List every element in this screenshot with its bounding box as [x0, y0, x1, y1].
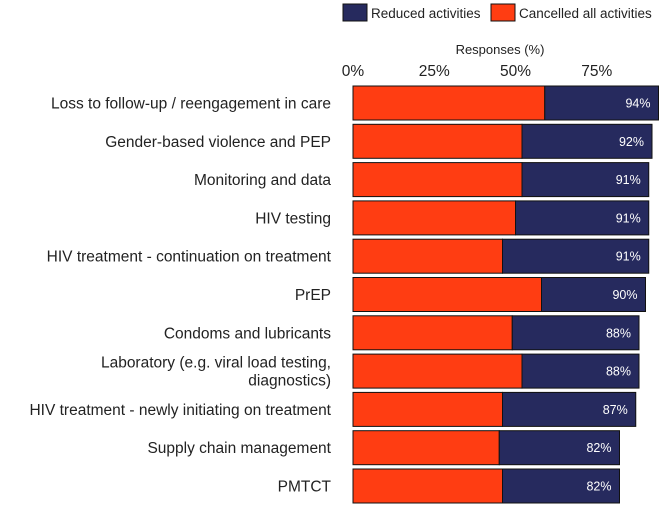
category-label: Gender-based violence and PEP	[105, 134, 331, 151]
category-labels: Loss to follow-up / reengagement in care…	[29, 96, 331, 496]
bar-segment	[502, 468, 620, 504]
bar-segment	[515, 200, 650, 236]
total-label: 94%	[625, 97, 650, 111]
total-label: 82%	[586, 480, 611, 494]
bar-segment	[502, 238, 650, 274]
x-tick-label: 25%	[419, 63, 450, 80]
total-labels: 94% 92% 91% 91% 91% 90% 88% 88% 87% 82% 82%	[586, 97, 650, 494]
bar-segment	[352, 277, 542, 312]
legend-swatch	[490, 3, 516, 22]
category-label: HIV treatment - newly initiating on trea…	[29, 402, 331, 419]
bar-segment	[352, 468, 503, 504]
legend-label: Cancelled all activities	[519, 6, 652, 21]
category-label: Condoms and lubricants	[164, 325, 331, 342]
bar-segment	[352, 162, 523, 198]
bar-segment	[541, 277, 646, 312]
bar-segment	[521, 123, 653, 159]
total-label: 90%	[612, 288, 637, 302]
x-axis-ticks: 0% 25% 50% 75%	[342, 63, 613, 80]
total-label: 82%	[586, 441, 611, 455]
total-label: 91%	[616, 173, 641, 187]
bar-segment	[352, 85, 546, 121]
category-label: Supply chain management	[147, 440, 331, 457]
category-label: diagnostics)	[248, 373, 331, 390]
bar-segment	[498, 430, 620, 466]
category-label: Loss to follow-up / reengagement in care	[51, 96, 331, 113]
bar-segment	[352, 238, 503, 274]
total-label: 91%	[616, 211, 641, 225]
total-label: 88%	[606, 326, 631, 340]
bar-segment	[521, 353, 640, 389]
bar-segment	[352, 123, 523, 159]
category-label: Laboratory (e.g. viral load testing,	[101, 355, 331, 372]
bar-segment	[352, 315, 513, 351]
legend-swatch	[342, 3, 368, 22]
bars	[352, 85, 659, 504]
total-label: 87%	[603, 403, 628, 417]
bar-segment	[352, 353, 523, 389]
legend-label: Reduced activities	[371, 6, 481, 21]
category-label: Monitoring and data	[194, 172, 331, 189]
total-label: 92%	[619, 135, 644, 149]
bar-segment	[511, 315, 640, 351]
category-label: PrEP	[295, 287, 331, 304]
x-tick-label: 0%	[342, 63, 365, 80]
x-tick-label: 75%	[581, 63, 612, 80]
x-tick-label: 50%	[500, 63, 531, 80]
category-label: PMTCT	[278, 479, 332, 496]
legend: Reduced activities Cancelled all activiti…	[342, 3, 652, 22]
bar-segment	[521, 162, 650, 198]
bar-segment	[544, 85, 659, 121]
category-label: HIV treatment - continuation on treatmen…	[47, 249, 332, 266]
category-label: HIV testing	[255, 210, 331, 227]
bar-segment	[352, 391, 503, 427]
total-label: 91%	[616, 250, 641, 264]
bar-segment	[352, 200, 516, 236]
bar-segment	[502, 391, 637, 427]
total-label: 88%	[606, 365, 631, 379]
bar-segment	[352, 430, 500, 466]
x-axis-title: Responses (%)	[456, 42, 545, 57]
